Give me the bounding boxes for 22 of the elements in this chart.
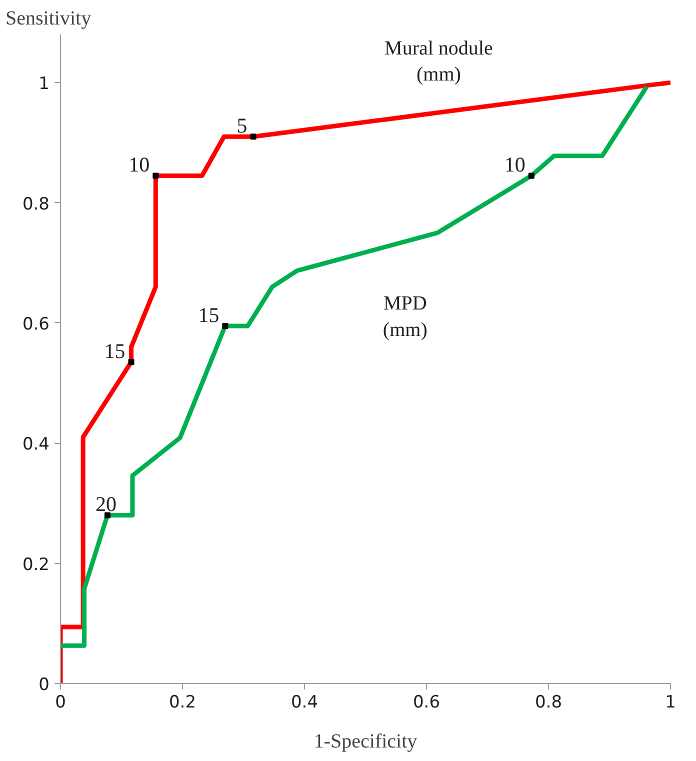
annotation: 10 (128, 152, 150, 177)
y-tick-label: 0.6 (22, 314, 50, 334)
annotation: 20 (95, 492, 116, 516)
y-axis-title: Sensitivity (6, 8, 92, 30)
y-tick-label: 0.8 (22, 194, 50, 214)
x-tick-label: 1 (665, 692, 676, 712)
x-tick-label: 0.2 (168, 692, 196, 712)
annotation: 5 (236, 114, 248, 138)
x-tick-label: 0 (55, 692, 66, 712)
y-tick-label: 1 (38, 74, 50, 94)
y-tick-label: 0.2 (22, 554, 50, 575)
x-tick-label: 0.6 (412, 692, 440, 712)
y-tick-label: 0.4 (22, 434, 50, 455)
series-label: Mural nodule (mm) (384, 37, 493, 86)
annotation: 15 (104, 339, 126, 364)
annotation: 10 (504, 152, 526, 177)
y-tick-label: 0 (38, 675, 50, 695)
x-tick-label: 0.8 (534, 692, 562, 712)
x-axis-title: 1-Specificity (314, 730, 418, 752)
text: MPD (mm) (382, 292, 428, 342)
annotation: 15 (198, 302, 220, 327)
x-tick-label: 0.4 (290, 692, 318, 712)
